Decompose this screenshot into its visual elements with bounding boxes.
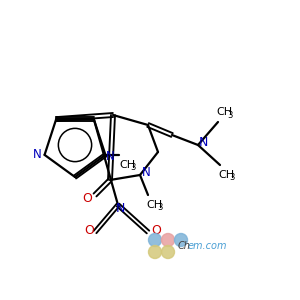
Text: N: N <box>106 150 115 164</box>
Text: CH: CH <box>146 200 162 210</box>
Text: 3: 3 <box>229 173 234 182</box>
Circle shape <box>161 245 175 259</box>
Text: O: O <box>84 224 94 236</box>
Circle shape <box>148 245 161 259</box>
Text: em.com: em.com <box>188 241 227 251</box>
Circle shape <box>161 233 175 247</box>
Text: O: O <box>151 224 161 236</box>
Text: O: O <box>82 193 92 206</box>
Text: N: N <box>198 136 208 149</box>
Text: CH: CH <box>216 107 232 117</box>
Text: CH: CH <box>119 160 136 170</box>
Circle shape <box>148 233 161 247</box>
Text: 3: 3 <box>130 164 136 172</box>
Text: 3: 3 <box>157 203 162 212</box>
Text: N: N <box>142 167 150 179</box>
Text: Ch: Ch <box>178 241 191 251</box>
Text: 3: 3 <box>227 110 232 119</box>
Text: CH: CH <box>218 170 234 180</box>
Circle shape <box>175 233 188 247</box>
Text: N: N <box>33 148 42 161</box>
Text: N: N <box>115 202 125 215</box>
